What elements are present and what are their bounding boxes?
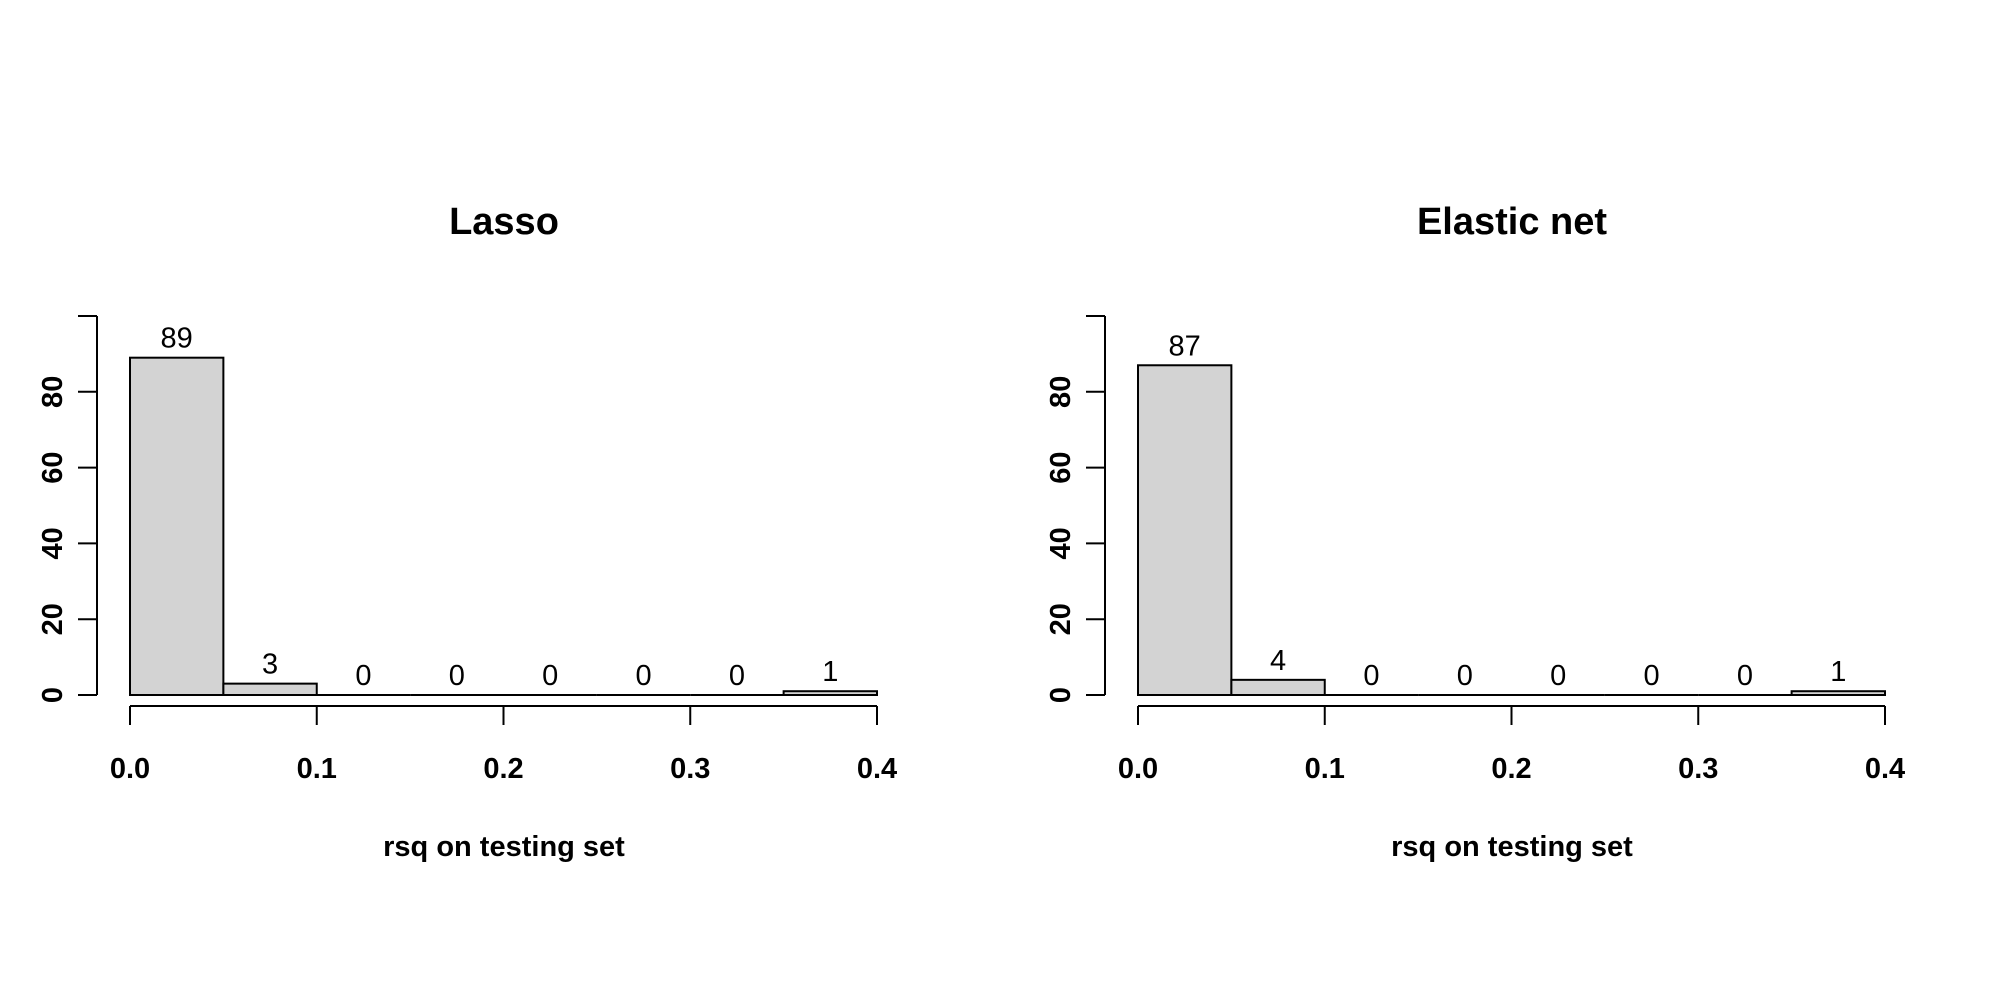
count-label: 89	[161, 323, 193, 355]
panel-title: Elastic net	[1417, 201, 1607, 243]
count-label: 1	[1830, 656, 1846, 688]
y-tick-label: 0	[1045, 687, 1077, 703]
count-label: 87	[1169, 330, 1201, 362]
count-label: 0	[729, 660, 745, 692]
count-label: 0	[449, 660, 465, 692]
histogram-bar	[1137, 364, 1233, 696]
x-tick-label: 0.3	[1678, 753, 1718, 785]
y-tick-label: 60	[37, 451, 69, 483]
y-tick-label: 80	[1045, 376, 1077, 408]
x-tick-label: 0.2	[1491, 753, 1531, 785]
x-tick-label: 0.0	[1118, 753, 1158, 785]
x-tick-label: 0.0	[110, 753, 150, 785]
histogram-bar	[1790, 690, 1886, 697]
y-tick-label: 20	[1045, 603, 1077, 635]
count-label: 0	[542, 660, 558, 692]
x-tick-label: 0.1	[1305, 753, 1345, 785]
count-label: 0	[1737, 660, 1753, 692]
lasso-panel: Lasso rsq on testing set 89 3 0 0 0 0 0 1 0.0 0.1…	[37, 201, 897, 863]
y-tick-label: 40	[37, 527, 69, 559]
count-label: 0	[355, 660, 371, 692]
x-tick-label: 0.1	[297, 753, 337, 785]
histogram-bar	[129, 356, 225, 696]
x-tick-label: 0.3	[670, 753, 710, 785]
y-tick-label: 0	[37, 687, 69, 703]
y-tick-label: 40	[1045, 527, 1077, 559]
count-label: 3	[262, 649, 278, 681]
x-tick-label: 0.4	[1865, 753, 1905, 785]
x-tick-label: 0.4	[857, 753, 897, 785]
count-label: 0	[1550, 660, 1566, 692]
x-tick-label: 0.2	[483, 753, 523, 785]
plot-area: 89 3 0 0 0 0 0 1 0.0 0.1 0.2 0.3 0.4 0 20 40 60 80	[37, 315, 897, 785]
y-tick-label: 20	[37, 603, 69, 635]
count-label: 0	[1363, 660, 1379, 692]
count-label: 0	[1457, 660, 1473, 692]
histogram-bar	[1230, 678, 1326, 697]
count-label: 4	[1270, 645, 1286, 677]
histogram-bar	[782, 690, 878, 697]
count-label: 1	[822, 656, 838, 688]
y-tick-label: 80	[37, 376, 69, 408]
x-axis-label: rsq on testing set	[1391, 831, 1633, 863]
histogram-bar	[222, 682, 318, 697]
panel-title: Lasso	[449, 201, 559, 243]
elastic-net-panel: Elastic net rsq on testing set 874 0 0 0 0 0 1…	[1045, 201, 1905, 863]
count-label: 0	[635, 660, 651, 692]
x-axis-label: rsq on testing set	[383, 831, 625, 863]
count-label: 0	[1643, 660, 1659, 692]
y-tick-label: 60	[1045, 451, 1077, 483]
